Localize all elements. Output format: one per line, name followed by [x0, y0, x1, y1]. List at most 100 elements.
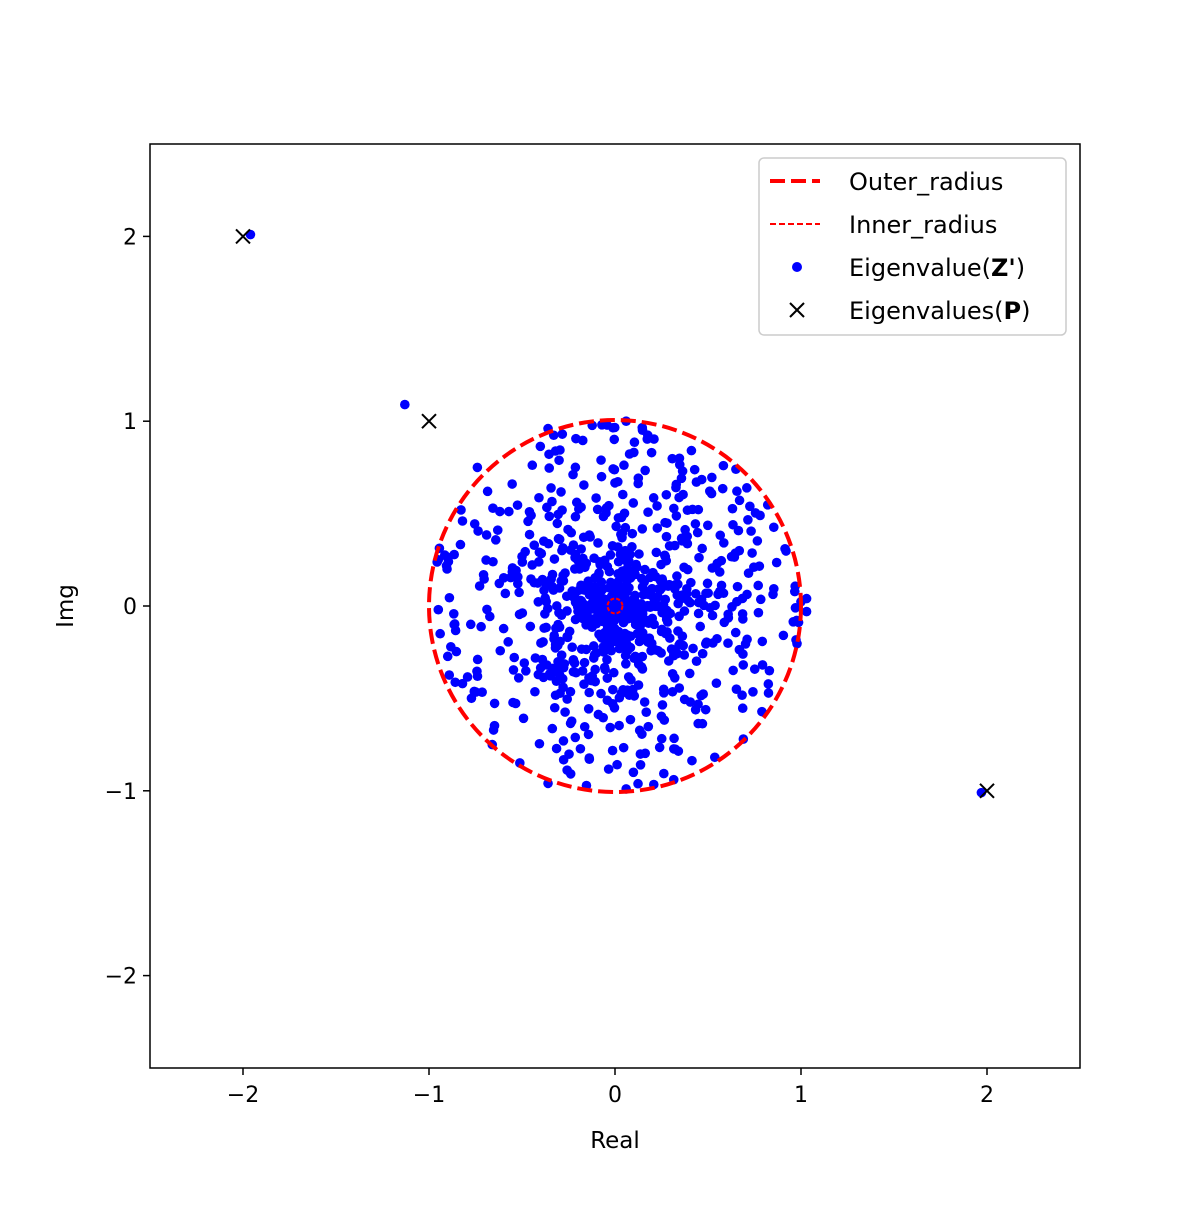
eigenvalue-z-point — [693, 608, 704, 619]
eigenvalue-z-point — [598, 633, 609, 644]
eigenvalue-z-point — [564, 626, 575, 637]
eigenvalue-z-point — [734, 495, 745, 506]
eigenvalue-z-point — [566, 527, 577, 538]
eigenvalue-z-point — [477, 687, 487, 697]
eigenvalue-z-point — [701, 637, 712, 647]
eigenvalue-z-point — [643, 721, 654, 732]
eigenvalue-z-point — [660, 551, 671, 562]
eigenvalue-z-point — [763, 679, 774, 689]
legend-inner-radius-label: Inner_radius — [849, 211, 997, 239]
eigenvalue-z-point — [444, 670, 455, 680]
eigenvalue-z-point — [727, 503, 738, 514]
eigenvalue-z-point — [619, 548, 629, 559]
eigenvalue-z-point — [640, 465, 650, 476]
eigenvalue-z-point — [613, 626, 624, 637]
eigenvalue-z-point — [621, 564, 632, 575]
eigenvalue-z-point — [494, 578, 505, 589]
eigenvalue-z-point — [749, 664, 760, 674]
eigenvalue-z-point — [519, 658, 530, 668]
eigenvalue-z-point — [694, 552, 704, 563]
y-tick-label: −1 — [105, 780, 137, 805]
y-tick-label: −2 — [105, 965, 137, 990]
eigenvalue-z-point — [457, 678, 468, 689]
eigenvalue-z-point — [527, 460, 538, 471]
eigenvalue-z-point — [612, 584, 622, 594]
eigenvalue-z-point — [558, 570, 568, 581]
eigenvalue-z-point — [558, 736, 569, 746]
eigenvalue-z-point — [723, 638, 733, 649]
eigenvalue-z-point — [763, 688, 774, 698]
eigenvalue-z-point — [656, 733, 667, 744]
eigenvalue-z-point — [629, 437, 640, 448]
eigenvalue-z-point — [676, 473, 687, 484]
eigenvalue-z-point — [631, 559, 641, 570]
eigenvalue-z-point — [639, 577, 649, 587]
eigenvalue-z-point — [683, 596, 694, 606]
eigenvalue-z-point — [585, 532, 595, 542]
eigenvalue-z-point — [658, 577, 668, 588]
eigenvalue-z-point — [790, 603, 801, 613]
eigenvalue-z-point — [505, 572, 516, 583]
eigenvalue-z-point — [489, 698, 500, 709]
eigenvalue-z-point — [768, 589, 778, 600]
eigenvalue-z-point — [661, 531, 672, 542]
eigenvalue-z-point — [606, 645, 617, 656]
eigenvalue-z-point — [450, 677, 461, 688]
eigenvalue-z-point — [651, 547, 662, 558]
eigenvalue-z-point — [547, 581, 557, 592]
eigenvalue-z-point — [556, 487, 566, 497]
eigenvalue-z-point — [598, 593, 608, 604]
eigenvalue-z-point — [521, 666, 531, 676]
eigenvalue-z-point — [646, 590, 657, 601]
eigenvalue-z-point — [605, 722, 615, 733]
eigenvalue-z-point — [644, 633, 655, 643]
eigenvalue-z-point — [614, 692, 625, 703]
eigenvalue-z-point — [697, 543, 707, 554]
eigenvalue-z-point — [472, 462, 483, 473]
eigenvalue-z-point — [547, 496, 557, 507]
eigenvalue-z-point — [670, 744, 681, 754]
eigenvalue-z-point — [641, 707, 652, 717]
eigenvalue-z-point — [591, 493, 601, 503]
eigenvalue-z-point — [512, 500, 523, 510]
eigenvalue-z-point — [504, 506, 514, 517]
eigenvalue-z-point — [752, 536, 763, 546]
eigenvalue-z-point — [693, 504, 704, 515]
eigenvalue-z-point — [801, 593, 812, 604]
eigenvalue-z-point — [562, 694, 572, 704]
eigenvalue-z-point — [613, 556, 624, 567]
eigenvalue-z-point — [755, 594, 766, 605]
eigenvalue-z-point — [557, 673, 568, 684]
eigenvalue-z-point — [607, 745, 618, 756]
eigenvalue-z-point — [457, 516, 468, 526]
eigenvalue-z-point — [633, 478, 644, 489]
eigenvalue-p-marker — [979, 783, 995, 799]
eigenvalue-z-point — [492, 525, 503, 535]
legend-eigenvalues-p-label: Eigenvalues(P) — [849, 297, 1030, 325]
eigenvalue-z-point — [562, 606, 572, 616]
eigenvalue-z-point — [688, 643, 698, 654]
axis-ticks: −2 −1 0 1 2 −2 −1 0 1 2 — [105, 225, 994, 1108]
eigenvalue-z-point — [707, 472, 717, 483]
eigenvalue-z-point — [598, 712, 608, 723]
eigenvalue-z-point — [598, 583, 608, 594]
eigenvalue-z-point — [571, 667, 581, 678]
eigenvalue-z-point — [680, 524, 690, 535]
eigenvalue-z-point — [473, 526, 483, 536]
eigenvalue-z-point — [534, 738, 545, 749]
eigenvalue-z-point — [579, 721, 590, 732]
eigenvalue-z-point — [557, 505, 567, 515]
eigenvalue-z-point — [562, 765, 572, 775]
eigenvalue-z-point — [526, 574, 536, 584]
eigenvalue-z-point — [672, 571, 682, 581]
eigenvalue-z-point — [455, 539, 466, 550]
legend: Outer_radius Inner_radius Eigenvalue(Z')… — [758, 157, 1067, 336]
eigenvalue-z-point — [537, 654, 548, 665]
eigenvalue-z-point — [498, 623, 509, 634]
eigenvalue-z-point — [678, 640, 688, 651]
eigenvalue-z-point — [490, 535, 501, 545]
eigenvalue-z-point — [634, 725, 645, 736]
eigenvalue-z-point — [712, 633, 722, 644]
eigenvalue-z-point — [573, 555, 583, 566]
eigenvalue-z-point — [693, 718, 703, 729]
